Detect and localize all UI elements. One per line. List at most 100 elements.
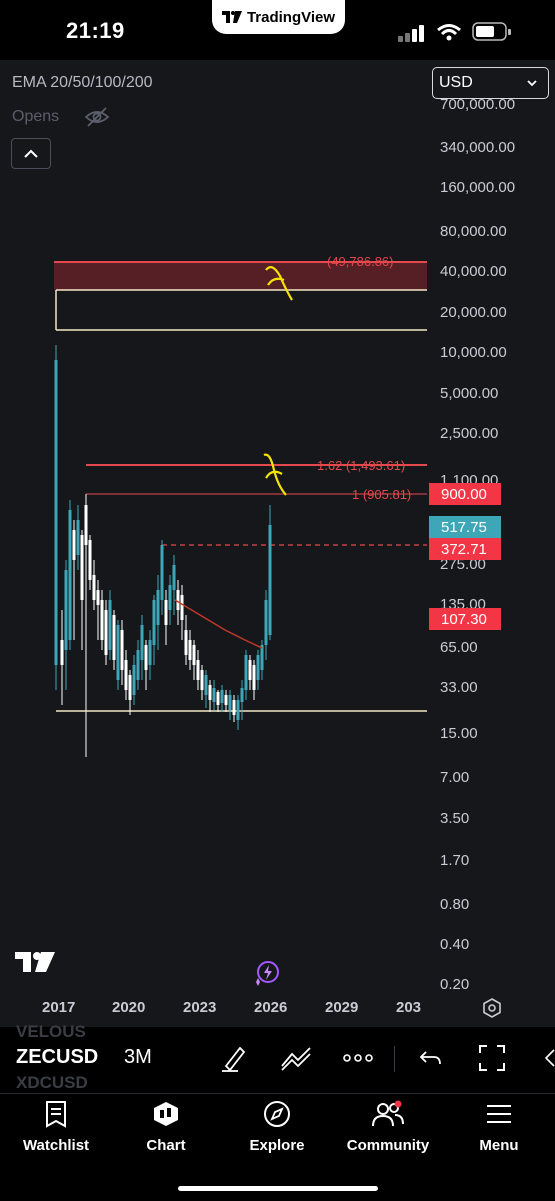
y-axis-label: 1.70 [440,852,470,869]
ema-line [174,599,263,649]
candle-body [208,685,212,700]
toolbar-divider [394,1046,395,1072]
undo-icon[interactable] [418,1044,444,1072]
y-axis-label: 160,000.00 [440,179,516,196]
collapse-button[interactable] [11,138,51,169]
menu-icon [487,1105,511,1123]
candle-body [260,645,264,670]
candle-body [180,595,184,620]
candle-body [220,690,224,703]
fullscreen-icon[interactable] [478,1044,506,1072]
candle-body [224,695,228,705]
candle-body [76,520,80,555]
nav-label: Chart [146,1137,186,1154]
x-axis-label: 2026 [254,999,288,1016]
candle-body [236,700,240,720]
signal-icon [398,25,424,42]
y-axis-label: 65.00 [440,639,478,656]
candle-body [168,585,172,610]
candle-body [60,640,64,665]
tradingview-logo-icon [221,11,242,23]
candle-body [54,360,58,665]
nav-community[interactable]: Community [333,1100,443,1154]
drawing-pen-icon[interactable] [220,1044,248,1072]
candle-body [116,625,120,680]
opens-label[interactable]: Opens [12,108,60,125]
lightning-icon[interactable] [252,960,282,988]
tradingview-logo-icon [15,952,55,972]
candle-body [172,565,176,590]
symbol-ghost: XDCUSD [16,1073,88,1092]
nav-label: Menu [479,1137,519,1154]
candle-body [136,650,140,680]
wifi-icon [437,24,461,41]
price-tag: 107.30 [429,608,501,630]
candle-body [108,600,112,650]
candle-body [216,692,220,705]
y-axis-label: 340,000.00 [440,139,516,156]
battery-icon [472,22,511,41]
candle-body [104,610,108,655]
y-axis-label: 3.50 [440,810,470,827]
nav-explore[interactable]: Explore [222,1100,332,1154]
nav-menu[interactable]: Menu [444,1100,554,1154]
currency-select[interactable]: USD [432,67,549,99]
x-axis-label: 2020 [112,999,146,1016]
candle-body [264,600,268,645]
chevron-icon[interactable] [542,1044,555,1072]
symbol-ghost: VELOUS [16,1022,86,1041]
candle-body [120,630,124,670]
compass-icon [264,1101,290,1127]
candle-body [240,688,244,702]
x-axis-label: 203 [396,999,422,1016]
y-axis-label: 20,000.00 [440,304,507,321]
price-chart[interactable] [0,0,555,1027]
y-axis-label: 275.00 [440,556,486,573]
price-tag: 372.71 [429,538,501,560]
candle-body [188,640,192,660]
candle-body [268,525,272,635]
indicator-label[interactable]: EMA 20/50/100/200 [12,74,153,91]
candle-body [128,675,132,700]
settings-icon[interactable] [481,997,503,1019]
symbol-name[interactable]: ZECUSD [16,1046,99,1068]
fib-low-label: 1 (905.81) [352,487,412,502]
candle-body [152,600,156,645]
candle-body [72,530,76,560]
interval-selector[interactable]: 3M [124,1046,152,1068]
candle-body [192,645,196,665]
price-tag: 517.75 [429,516,501,538]
annotation-scribble-mid [263,453,287,496]
candle-body [148,640,152,665]
indicators-icon[interactable] [280,1044,312,1072]
status-time: 21:19 [66,18,125,43]
chevron-down-icon [527,80,537,87]
currency-value: USD [439,74,473,91]
candle-body [252,665,256,690]
nav-chart[interactable]: Chart [111,1100,221,1154]
y-axis-label: 80,000.00 [440,223,507,240]
candle-body [64,570,68,650]
candle-body [96,590,100,605]
candle-body [84,505,88,545]
resistance-zone [54,262,427,290]
candle-body [244,655,248,690]
candle-body [248,660,252,680]
candle-body [228,695,232,710]
x-axis-label: 2023 [183,999,217,1016]
home-indicator [178,1186,378,1191]
y-axis-label: 40,000.00 [440,263,507,280]
hidden-eye-icon[interactable] [84,106,110,128]
candle-body [176,590,180,610]
candle-body [124,660,128,690]
annotation-scribble-top [265,266,293,301]
more-icon[interactable] [342,1044,374,1072]
candle-body [88,540,92,580]
nav-watchlist[interactable]: Watchlist [1,1100,111,1154]
y-axis-label: 15.00 [440,725,478,742]
candle-body [160,545,164,600]
candle-body [144,645,148,670]
candle-body [256,655,260,680]
candle-body [80,535,84,600]
candle-body [204,675,208,695]
